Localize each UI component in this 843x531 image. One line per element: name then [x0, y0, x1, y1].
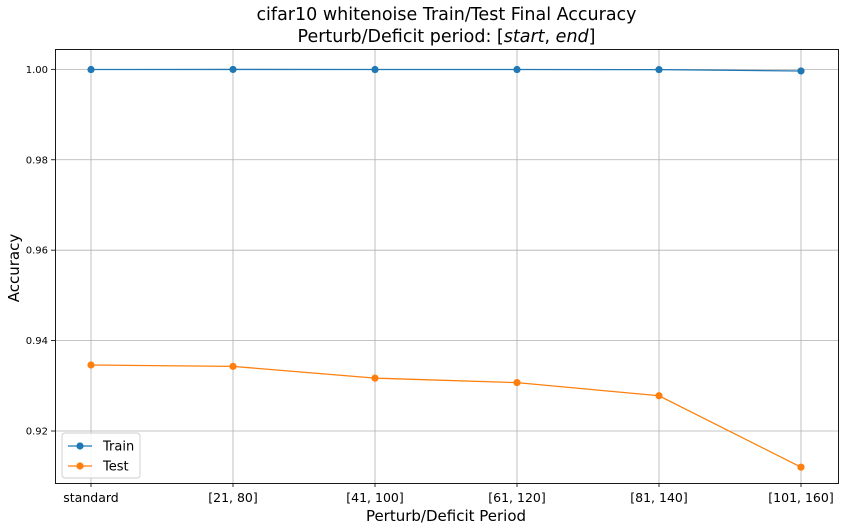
- y-tick-label: 1.00: [26, 65, 48, 76]
- legend-marker-test: [76, 462, 84, 470]
- x-tick-label: [21, 80]: [208, 490, 258, 505]
- series-line-train: [90, 68, 802, 72]
- subtitle-start: start: [503, 27, 545, 47]
- legend-label-test: Test: [102, 460, 129, 475]
- y-axis-label: Accuracy: [5, 234, 23, 303]
- y-tick-label: 0.96: [26, 246, 48, 257]
- x-tick-label: [81, 140]: [630, 490, 687, 505]
- tick-layer: standard [21, 80] [41, 100] [61, 120] [81, 1…: [26, 65, 834, 505]
- data-point-test: [797, 463, 805, 471]
- subtitle-end: end: [555, 27, 589, 47]
- grid-layer: [55, 49, 838, 483]
- chart-subtitle: Perturb/Deficit period: [start, end]: [55, 26, 838, 48]
- series-line-test: [90, 364, 802, 468]
- x-tick-label: standard: [63, 490, 118, 505]
- legend-label-train: Train: [102, 440, 134, 455]
- data-point-test: [655, 392, 663, 400]
- x-tick-label: [41, 100]: [346, 490, 403, 505]
- chart-title: cifar10 whitenoise Train/Test Final Accu…: [256, 5, 637, 25]
- legend: Train Test: [61, 432, 141, 479]
- data-point-test: [371, 374, 379, 382]
- series-layer: [87, 65, 805, 471]
- data-point-train: [229, 65, 237, 74]
- data-point-train: [797, 67, 805, 75]
- data-point-test: [87, 361, 95, 369]
- data-point-train: [87, 65, 95, 74]
- y-tick-label: 0.92: [26, 427, 48, 438]
- data-point-train: [513, 65, 521, 74]
- subtitle-sep: ,: [544, 27, 556, 47]
- data-point-test: [229, 362, 237, 370]
- subtitle-suffix: ]: [588, 27, 596, 47]
- chart-title-block: cifar10 whitenoise Train/Test Final Accu…: [55, 4, 838, 48]
- y-tick-label: 0.98: [26, 155, 48, 166]
- y-tick-label: 0.94: [26, 336, 48, 347]
- x-axis-label: Perturb/Deficit Period: [366, 507, 526, 525]
- subtitle-prefix: Perturb/Deficit period: [: [297, 27, 504, 47]
- legend-marker-train: [76, 442, 84, 450]
- data-point-train: [655, 66, 663, 74]
- data-point-train: [371, 65, 379, 74]
- plot-frame: [55, 49, 839, 484]
- data-point-test: [513, 379, 521, 387]
- x-tick-label: [101, 160]: [768, 490, 833, 505]
- x-tick-label: [61, 120]: [488, 490, 545, 505]
